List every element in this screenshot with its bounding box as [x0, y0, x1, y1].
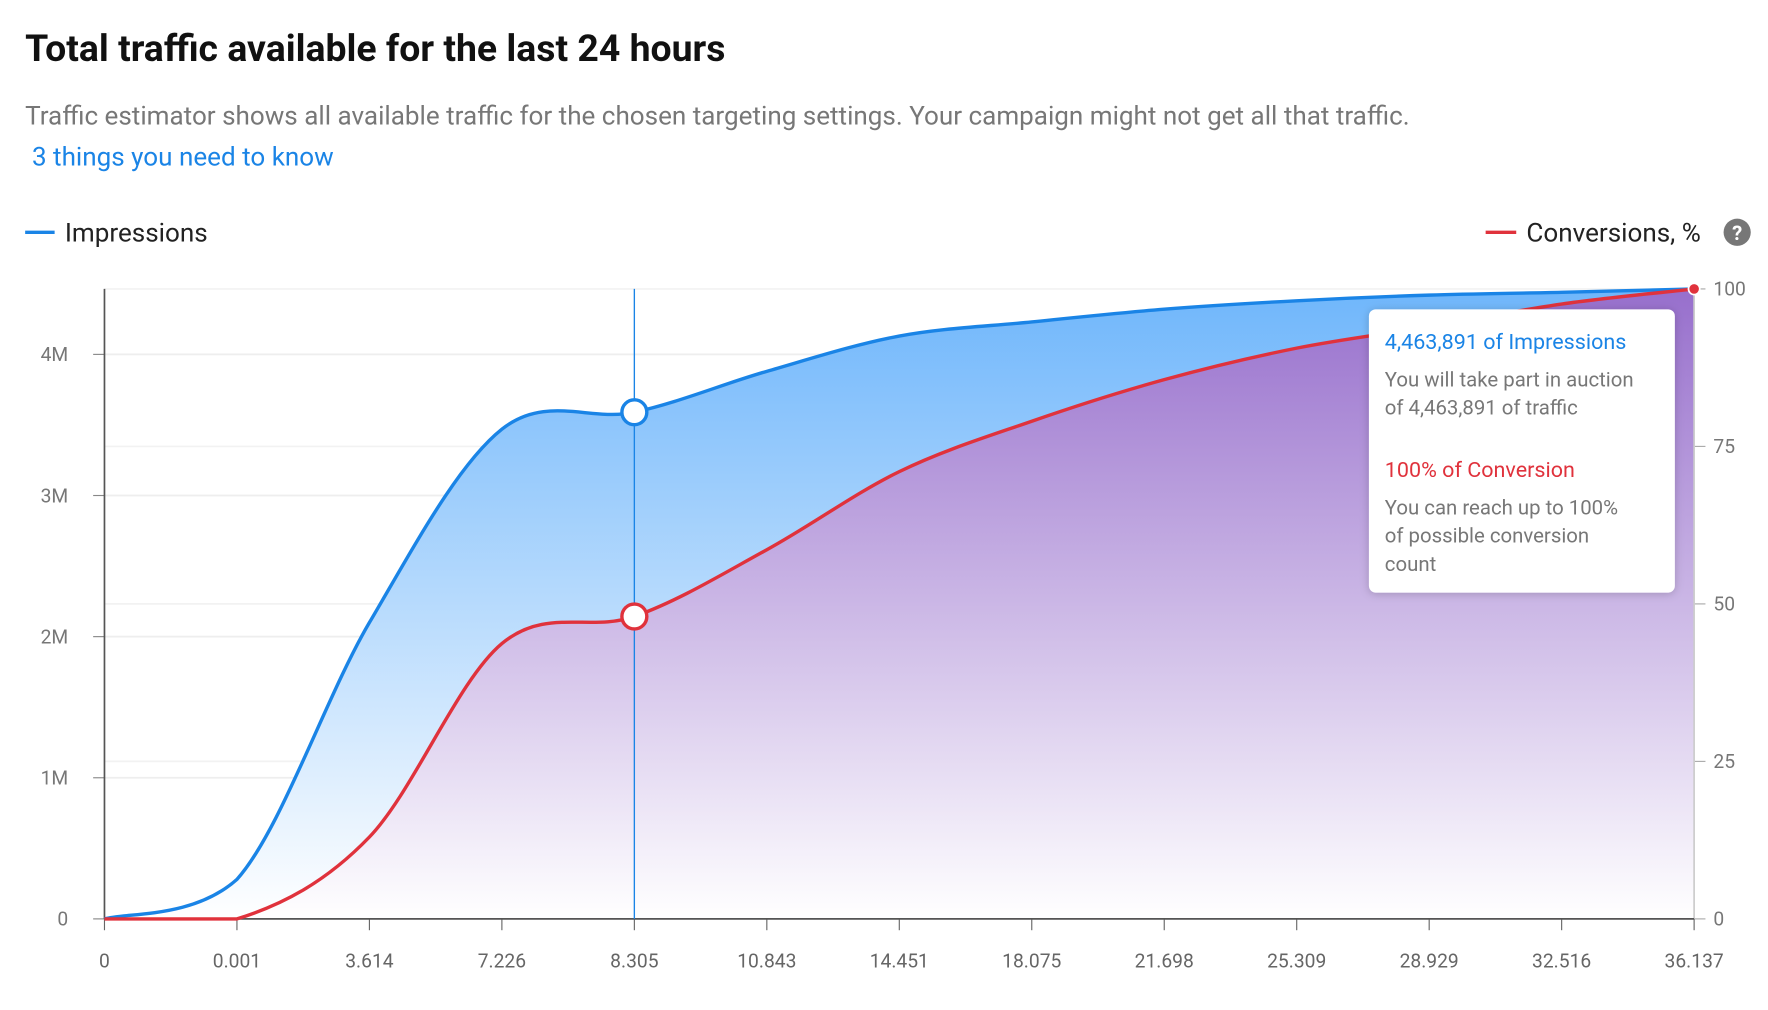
tooltip: 4,463,891 of Impressions You will take pa…: [1368, 309, 1675, 593]
x-tick-label: 28.929: [1400, 950, 1459, 973]
tooltip-text: count: [1385, 552, 1436, 576]
tooltip-text: of 4,463,891 of traffic: [1385, 396, 1578, 420]
x-tick-label: 18.075: [1002, 950, 1061, 973]
x-tick-label: 0: [99, 950, 110, 973]
tooltip-title: 4,463,891 of Impressions: [1385, 330, 1627, 355]
y-tick-label: 2M: [41, 625, 69, 648]
help-icon[interactable]: [1723, 218, 1751, 246]
y2-tick-label: 0: [1713, 908, 1724, 931]
tooltip-text: You can reach up to 100%: [1385, 495, 1618, 519]
x-tick-label: 25.309: [1267, 950, 1326, 973]
x-tick-label: 0.001: [213, 950, 261, 973]
hover-point: [620, 398, 649, 427]
help-link[interactable]: 3 things you need to know: [32, 142, 334, 172]
y-tick-label: 3M: [41, 484, 69, 507]
legend-label: Conversions, %: [1526, 218, 1700, 248]
y-tick-label: 1M: [41, 767, 69, 790]
tooltip-box: [1368, 309, 1675, 593]
tooltip-title: 100% of Conversion: [1385, 458, 1575, 483]
x-tick-label: 36.137: [1665, 950, 1724, 973]
line: [103, 287, 1695, 921]
y2-tick-label: 75: [1713, 435, 1735, 458]
x-tick-label: 14.451: [870, 950, 929, 973]
tooltip-text: You will take part in auction: [1385, 367, 1634, 391]
area-fill: [104, 288, 1695, 919]
x-tick-label: 10.843: [737, 950, 796, 973]
legend-label: Impressions: [65, 218, 208, 248]
y2-tick-label: 50: [1713, 593, 1735, 616]
x-tick-label: 21.698: [1135, 950, 1194, 973]
x-tick-label: 32.516: [1532, 950, 1591, 973]
y-tick-label: 0: [57, 908, 68, 931]
y2-tick-label: 25: [1713, 750, 1735, 773]
tooltip-text: of possible conversion: [1385, 524, 1589, 548]
end-point: [1687, 282, 1701, 296]
y2-tick-label: 100: [1713, 278, 1745, 301]
x-tick-label: 7.226: [478, 950, 526, 973]
subtitle: Traffic estimator shows all available tr…: [25, 102, 1409, 132]
help-icon-glyph: ?: [1732, 221, 1742, 245]
x-tick-label: 3.614: [345, 950, 394, 973]
title: Total traffic available for the last 24 …: [25, 27, 725, 71]
hover-point: [620, 602, 649, 631]
x-tick-label: 8.305: [610, 950, 659, 973]
y-tick-label: 4M: [41, 343, 69, 366]
